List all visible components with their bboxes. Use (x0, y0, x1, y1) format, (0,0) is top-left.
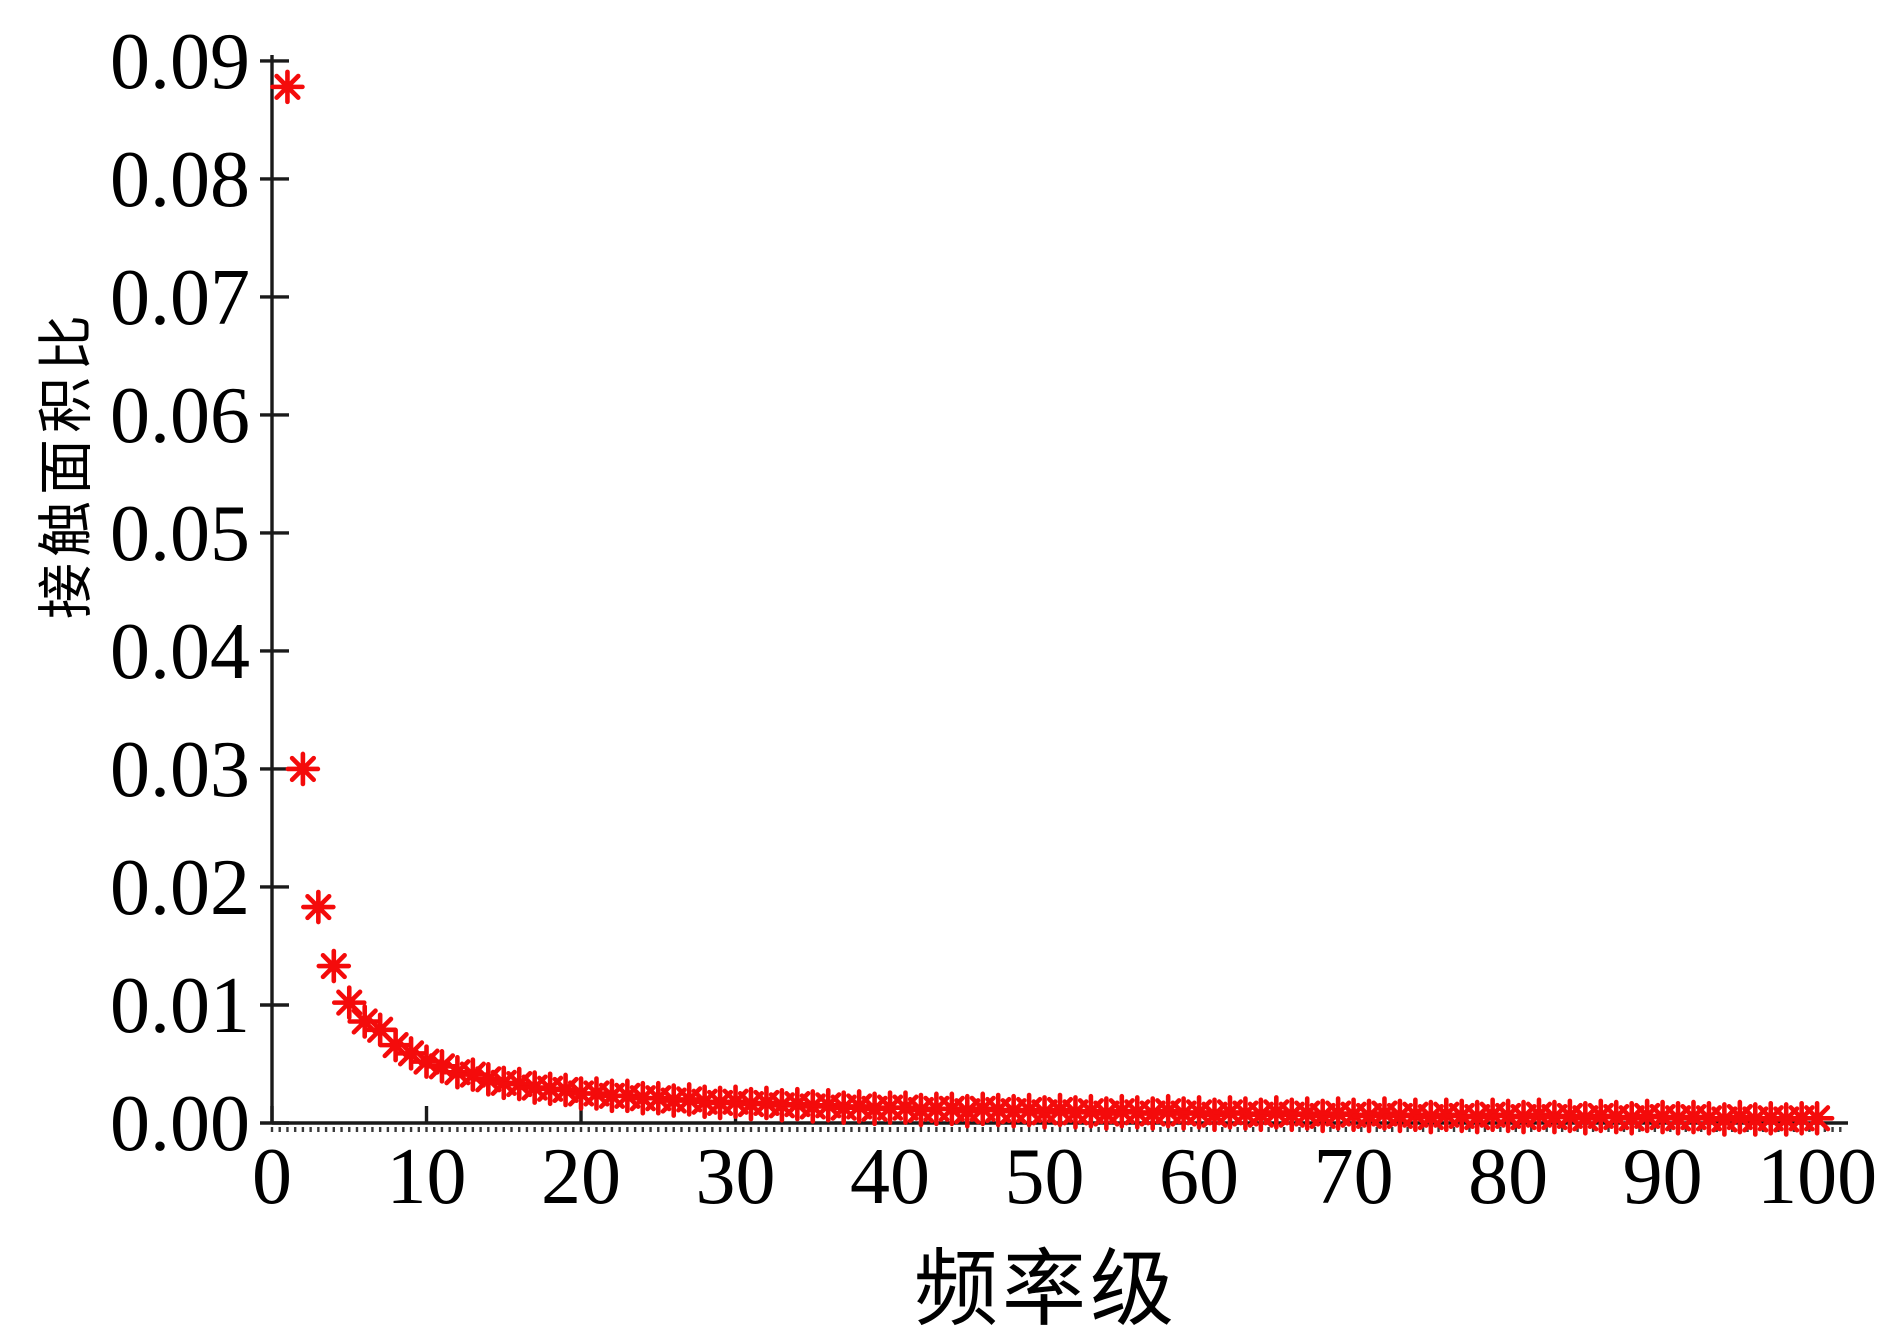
data-point-marker (471, 1062, 506, 1097)
x-tick-label: 0 (252, 1133, 292, 1221)
y-tick-label: 0.05 (110, 490, 250, 578)
data-point-marker (378, 1027, 413, 1063)
data-point-marker (640, 1080, 676, 1116)
data-point-marker (440, 1054, 475, 1090)
y-axis-title: 接触面积比 (36, 309, 99, 619)
data-point-marker (810, 1088, 846, 1123)
data-point-marker (888, 1090, 923, 1125)
x-tick-label: 60 (1159, 1133, 1239, 1221)
data-point-marker (347, 1004, 383, 1039)
x-tick-label: 80 (1468, 1133, 1548, 1221)
data-point-marker (1707, 1102, 1742, 1137)
x-tick-label: 100 (1757, 1133, 1877, 1221)
data-point-marker (1135, 1096, 1171, 1131)
data-point-marker (362, 1012, 398, 1048)
y-tick-label: 0.00 (110, 1080, 250, 1168)
data-point-marker (1722, 1099, 1758, 1135)
y-tick-label: 0.06 (110, 372, 250, 460)
data-point-marker (610, 1078, 645, 1114)
data-point-marker (393, 1036, 429, 1071)
data-point-marker (424, 1049, 460, 1084)
data-point-marker (1521, 1097, 1557, 1133)
data-point-marker (1259, 1095, 1294, 1130)
data-point-marker (331, 985, 367, 1020)
data-point-marker (1150, 1093, 1186, 1129)
data-point-marker (301, 889, 336, 925)
y-tick-label: 0.03 (110, 726, 250, 814)
data-point-marker (1459, 1099, 1495, 1135)
data-point-marker (501, 1066, 537, 1102)
x-tick-label: 10 (387, 1133, 467, 1221)
data-point-marker (548, 1072, 583, 1108)
x-axis-title: 频率级 (913, 1244, 1179, 1337)
data-point-marker (1351, 1098, 1387, 1134)
data-point-marker (1506, 1099, 1541, 1135)
data-point-marker (1197, 1097, 1232, 1133)
x-tick-label: 70 (1314, 1133, 1394, 1221)
data-point-marker (1181, 1095, 1217, 1130)
data-point-marker (579, 1076, 614, 1111)
data-point-marker (718, 1084, 753, 1120)
data-point-marker (1289, 1096, 1325, 1131)
y-tick-label: 0.09 (110, 18, 250, 106)
data-point-marker (270, 69, 305, 105)
y-tick-label: 0.08 (110, 136, 250, 224)
data-point-marker (841, 1089, 877, 1124)
y-tick-label: 0.02 (110, 844, 250, 932)
x-tick-label: 20 (541, 1133, 621, 1221)
data-point-marker (1243, 1097, 1279, 1133)
x-tick-label: 50 (1005, 1133, 1085, 1221)
data-point-marker (1042, 1092, 1078, 1128)
data-point-marker (1799, 1100, 1835, 1136)
data-point-marker (316, 948, 352, 984)
data-point-marker (1614, 1100, 1649, 1136)
data-point-marker (455, 1057, 491, 1092)
data-point-marker (1398, 1097, 1433, 1133)
x-tick-label: 40 (850, 1133, 930, 1221)
data-point-marker (749, 1085, 784, 1121)
data-point-marker (1568, 1100, 1603, 1136)
x-tick-label: 90 (1623, 1133, 1703, 1221)
y-tick-label: 0.04 (110, 608, 250, 696)
data-point-marker (1552, 1098, 1588, 1134)
data-point-marker (1073, 1093, 1109, 1129)
data-point-marker (949, 1093, 985, 1129)
data-point-marker (671, 1082, 707, 1117)
data-point-marker (780, 1086, 815, 1122)
data-point-marker (285, 751, 321, 787)
data-point-marker (1011, 1092, 1047, 1128)
data-point-marker (409, 1044, 444, 1079)
y-tick-label: 0.01 (110, 962, 250, 1050)
x-tick-label: 30 (696, 1133, 776, 1221)
y-tick-label: 0.07 (110, 254, 250, 342)
data-point-marker (1305, 1098, 1340, 1134)
data-point-marker (1027, 1095, 1062, 1130)
data-point-marker (1367, 1096, 1402, 1131)
data-point-marker (1413, 1099, 1449, 1135)
data-point-marker (934, 1091, 970, 1127)
data-point-marker (1089, 1096, 1124, 1131)
